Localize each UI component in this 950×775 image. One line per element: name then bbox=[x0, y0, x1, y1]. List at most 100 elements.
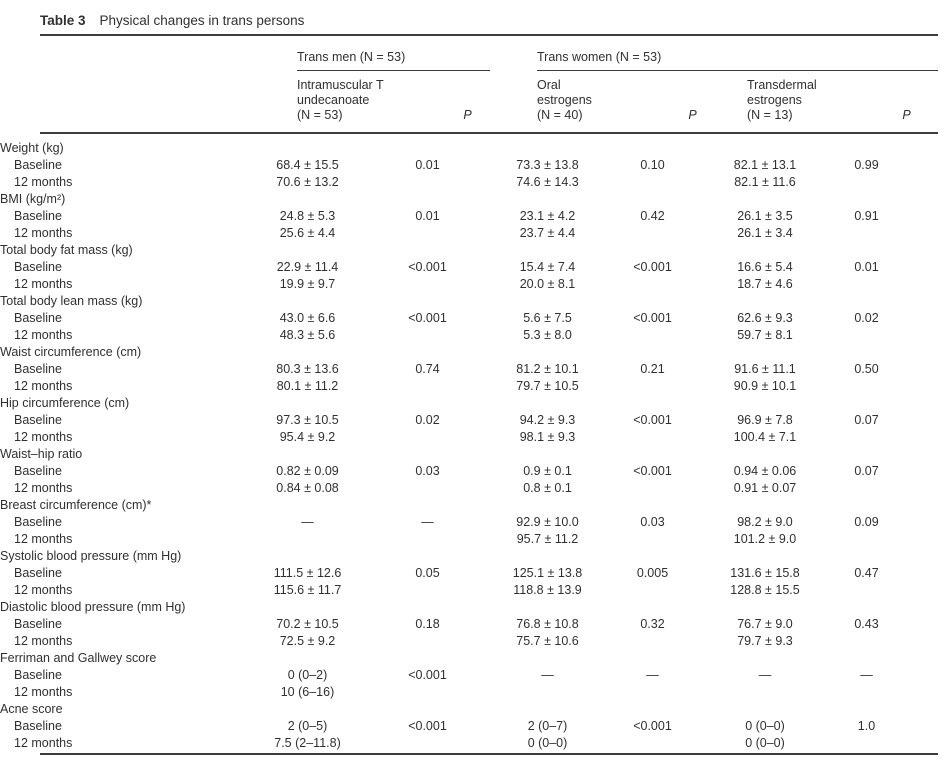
cell-value: 24.8 ± 5.3 bbox=[279, 209, 336, 223]
row-label: 12 months bbox=[14, 430, 73, 444]
data-row: 12 months 115.6 ± 11.7 118.8 ± 13.9 128.8 ±… bbox=[0, 582, 950, 599]
row-label: 12 months bbox=[14, 685, 73, 699]
cell-p-value bbox=[835, 480, 898, 497]
cell-p-value bbox=[370, 378, 485, 395]
cell-value: 22.9 ± 11.4 bbox=[276, 260, 339, 274]
row-label: 12 months bbox=[14, 736, 73, 750]
section-row: Acne score bbox=[0, 701, 950, 718]
cell-p-value bbox=[835, 174, 898, 191]
section-row: Diastolic blood pressure (mm Hg) bbox=[0, 599, 950, 616]
cell-value bbox=[485, 684, 610, 701]
caption-label: Table 3 bbox=[40, 13, 86, 28]
data-row: Baseline 2 (0–5) <0.001 2 (0–7) <0.001 0 (0–0… bbox=[0, 718, 950, 735]
section-label: Total body fat mass (kg) bbox=[0, 243, 133, 257]
cell-value: 26.1 ± 3.5 bbox=[737, 209, 793, 223]
column-header-transdermal-estrogens: Transdermal estrogens (N = 13) bbox=[747, 78, 817, 122]
cell-p-value bbox=[835, 684, 898, 701]
column-header-intramuscular-t: Intramuscular T undecanoate (N = 53) bbox=[297, 78, 384, 122]
row-label: Baseline bbox=[14, 209, 62, 223]
table-caption: Table 3 Physical changes in trans persons bbox=[40, 12, 938, 29]
cell-p-value bbox=[370, 684, 485, 701]
paper-page: Table 3 Physical changes in trans persons… bbox=[0, 12, 950, 775]
section-label: Waist–hip ratio bbox=[0, 447, 83, 461]
section-row: Hip circumference (cm) bbox=[0, 395, 950, 412]
cell-p-value bbox=[835, 531, 898, 548]
cell-value: 101.2 ± 9.0 bbox=[733, 532, 797, 546]
section-label: Hip circumference (cm) bbox=[0, 396, 130, 410]
cell-p-value: 0.01 bbox=[854, 260, 879, 274]
row-label: 12 months bbox=[14, 532, 73, 546]
column-header-row: Intramuscular T undecanoate (N = 53) P O… bbox=[40, 71, 938, 132]
cell-p-value bbox=[370, 531, 485, 548]
data-row: Baseline 70.2 ± 10.5 0.18 76.8 ± 10.8 0.32 76… bbox=[0, 616, 950, 633]
cell-value bbox=[695, 684, 835, 701]
row-label: 12 months bbox=[14, 175, 73, 189]
cell-p-value: 0.47 bbox=[854, 566, 879, 580]
cell-p-value bbox=[835, 582, 898, 599]
cell-p-value bbox=[370, 225, 485, 242]
group-header-trans-men: Trans men (N = 53) bbox=[285, 49, 525, 71]
cell-value: 0.82 ± 0.09 bbox=[276, 464, 339, 478]
cell-p-value: 0.01 bbox=[415, 158, 440, 172]
cell-value: 19.9 ± 9.7 bbox=[279, 277, 336, 291]
column-header-p-transdermal: P bbox=[902, 108, 911, 122]
cell-value: 111.5 ± 12.6 bbox=[273, 566, 342, 580]
cell-p-value: 0.50 bbox=[854, 362, 879, 376]
header-bottom-rule bbox=[40, 132, 938, 134]
section-label: Systolic blood pressure (mm Hg) bbox=[0, 549, 182, 563]
cell-p-value: <0.001 bbox=[633, 719, 672, 733]
cell-value: 0 (0–2) bbox=[287, 668, 328, 682]
cell-p-value bbox=[835, 327, 898, 344]
cell-value: 5.6 ± 7.5 bbox=[523, 311, 572, 325]
cell-p-value: — bbox=[860, 668, 873, 682]
row-label: 12 months bbox=[14, 277, 73, 291]
section-label: Acne score bbox=[0, 702, 63, 716]
cell-value: 97.3 ± 10.5 bbox=[276, 413, 339, 427]
data-row: Baseline 0.82 ± 0.09 0.03 0.9 ± 0.1 <0.001 0.… bbox=[0, 463, 950, 480]
cell-p-value bbox=[610, 174, 695, 191]
cell-p-value: 0.03 bbox=[415, 464, 440, 478]
row-label: Baseline bbox=[14, 719, 62, 733]
cell-value: 23.7 ± 4.4 bbox=[519, 226, 576, 240]
cell-p-value bbox=[610, 582, 695, 599]
cell-p-value: <0.001 bbox=[408, 260, 447, 274]
cell-value: 98.1 ± 9.3 bbox=[519, 430, 576, 444]
row-label: Baseline bbox=[14, 158, 62, 172]
cell-p-value: 0.09 bbox=[854, 515, 879, 529]
data-row: Baseline 80.3 ± 13.6 0.74 81.2 ± 10.1 0.21 91… bbox=[0, 361, 950, 378]
data-row: Baseline 24.8 ± 5.3 0.01 23.1 ± 4.2 0.42 26.1… bbox=[0, 208, 950, 225]
row-label: Baseline bbox=[14, 464, 62, 478]
cell-value: 62.6 ± 9.3 bbox=[737, 311, 793, 325]
cell-value: 76.8 ± 10.8 bbox=[516, 617, 579, 631]
section-row: BMI (kg/m²) bbox=[0, 191, 950, 208]
cell-value: 26.1 ± 3.4 bbox=[737, 226, 793, 240]
data-row: Baseline 0 (0–2) <0.001 — — — — bbox=[0, 667, 950, 684]
cell-value: 72.5 ± 9.2 bbox=[279, 634, 336, 648]
cell-value: 75.7 ± 10.6 bbox=[516, 634, 579, 648]
cell-p-value: <0.001 bbox=[633, 311, 672, 325]
caption-title: Physical changes in trans persons bbox=[99, 13, 305, 28]
cell-value: 15.4 ± 7.4 bbox=[519, 260, 576, 274]
section-label: Waist circumference (cm) bbox=[0, 345, 142, 359]
cell-value: 82.1 ± 11.6 bbox=[734, 175, 796, 189]
row-label: Baseline bbox=[14, 362, 62, 376]
cell-p-value: <0.001 bbox=[633, 413, 672, 427]
section-label: Diastolic blood pressure (mm Hg) bbox=[0, 600, 186, 614]
cell-value: 59.7 ± 8.1 bbox=[737, 328, 793, 342]
row-label: Baseline bbox=[14, 311, 62, 325]
cell-value: 0 (0–0) bbox=[745, 736, 785, 750]
bottom-rule bbox=[40, 753, 938, 755]
cell-value: 0 (0–0) bbox=[745, 719, 785, 733]
cell-value: 115.6 ± 11.7 bbox=[273, 583, 342, 597]
cell-value: 79.7 ± 9.3 bbox=[737, 634, 793, 648]
cell-p-value: 0.21 bbox=[640, 362, 665, 376]
cell-value: 0.8 ± 0.1 bbox=[523, 481, 572, 495]
cell-p-value bbox=[610, 531, 695, 548]
section-row: Breast circumference (cm)* bbox=[0, 497, 950, 514]
group-header-trans-women: Trans women (N = 53) bbox=[525, 49, 938, 71]
cell-p-value: 0.43 bbox=[854, 617, 879, 631]
cell-p-value: 0.74 bbox=[415, 362, 440, 376]
cell-p-value: 0.005 bbox=[636, 566, 669, 580]
cell-value: 94.2 ± 9.3 bbox=[519, 413, 576, 427]
section-label: Breast circumference (cm)* bbox=[0, 498, 152, 512]
